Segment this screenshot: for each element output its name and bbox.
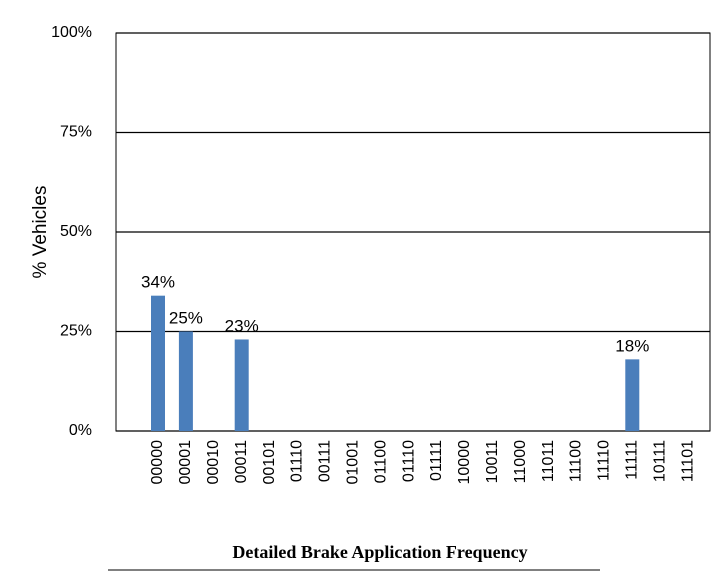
x-tick-label: 00011	[233, 440, 250, 483]
x-tick-label: 10111	[651, 440, 668, 482]
x-tick-label: 00001	[177, 440, 194, 485]
x-tick-label: 00010	[205, 440, 222, 485]
x-tick-label: 01100	[372, 440, 389, 483]
bar	[178, 331, 193, 431]
x-tick-label: 10011	[484, 440, 501, 483]
data-label: 18%	[615, 336, 649, 355]
data-label: 25%	[169, 309, 203, 328]
y-tick-label: 25%	[60, 323, 92, 340]
x-tick-label: 00101	[261, 440, 278, 485]
x-tick-label: 11011	[540, 440, 557, 482]
bar	[625, 359, 640, 431]
x-tick-label: 00111	[317, 440, 334, 482]
x-tick-label: 00000	[149, 440, 166, 485]
x-tick-label: 11110	[596, 440, 613, 481]
x-tick-label: 11111	[624, 440, 641, 480]
bar	[151, 295, 165, 431]
x-tick-label: 10000	[456, 440, 473, 485]
x-tick-label: 11100	[568, 440, 585, 482]
data-label: 23%	[225, 316, 259, 335]
x-tick-label: 11000	[512, 440, 529, 483]
x-tick-label: 01111	[428, 440, 445, 481]
y-tick-label: 50%	[60, 223, 92, 240]
x-tick-label: 01001	[345, 440, 362, 485]
data-label: 34%	[141, 273, 175, 292]
y-tick-label: 75%	[60, 124, 92, 141]
y-tick-label: 100%	[51, 24, 92, 41]
x-tick-label: 11101	[679, 440, 696, 482]
x-tick-label: 01110	[289, 440, 306, 482]
y-tick-label: 0%	[69, 422, 92, 439]
chart-title: Detailed Brake Application Frequency	[232, 542, 527, 562]
bar	[234, 339, 249, 431]
y-axis-label: % Vehicles	[30, 186, 51, 279]
x-tick-label: 01110	[400, 440, 417, 482]
